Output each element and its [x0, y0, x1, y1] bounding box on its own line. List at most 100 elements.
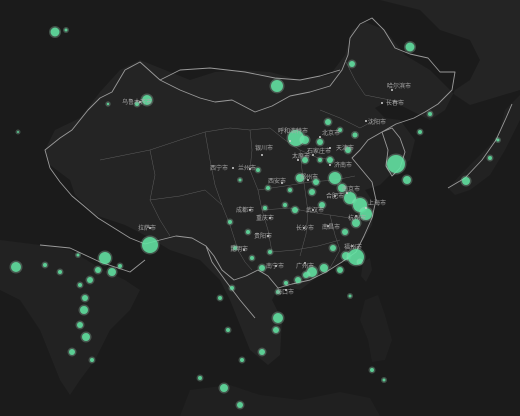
city-bubble[interactable]	[263, 206, 267, 210]
city-bubble[interactable]	[256, 168, 260, 172]
city-marker-hefei[interactable]: 合肥市	[326, 192, 344, 200]
city-marker-guangzhou[interactable]: 广州市	[296, 262, 314, 270]
city-bubble[interactable]	[292, 207, 298, 213]
city-bubble[interactable]	[259, 265, 265, 271]
city-bubble[interactable]	[230, 286, 234, 290]
city-bubble[interactable]	[325, 119, 331, 125]
city-marker-beijing[interactable]: 北京市	[319, 129, 340, 138]
city-bubble[interactable]	[273, 313, 283, 323]
city-bubble[interactable]	[496, 138, 500, 142]
city-bubble[interactable]	[108, 268, 116, 276]
city-bubble[interactable]	[288, 130, 304, 146]
city-bubble[interactable]	[309, 189, 315, 195]
city-bubble[interactable]	[337, 267, 343, 273]
city-marker-lanzhou[interactable]: 兰州市	[238, 164, 256, 172]
city-bubble[interactable]	[348, 294, 352, 298]
city-bubble[interactable]	[17, 131, 19, 133]
city-bubble[interactable]	[43, 263, 47, 267]
city-bubble[interactable]	[246, 230, 250, 234]
city-bubble[interactable]	[338, 184, 346, 192]
city-bubble[interactable]	[250, 256, 254, 260]
city-marker-yinchuan[interactable]: 银川市	[255, 144, 273, 156]
city-bubble[interactable]	[345, 147, 351, 153]
city-bubble[interactable]	[118, 264, 122, 268]
city-marker-hohhot[interactable]: 呼和浩特市	[278, 127, 308, 142]
city-bubble[interactable]	[403, 176, 411, 184]
city-marker-tianjin[interactable]: 天津市	[329, 144, 354, 152]
city-bubble[interactable]	[273, 327, 279, 333]
city-bubble[interactable]	[142, 95, 152, 105]
city-bubble[interactable]	[238, 178, 242, 182]
city-bubble[interactable]	[295, 277, 301, 283]
city-bubble[interactable]	[318, 158, 322, 162]
city-bubble[interactable]	[99, 252, 111, 264]
city-bubble[interactable]	[198, 376, 202, 380]
city-marker-haikou[interactable]: 海口市	[276, 288, 294, 296]
city-bubble[interactable]	[142, 237, 158, 253]
city-bubble[interactable]	[106, 102, 110, 106]
city-marker-zhengzhou[interactable]: 郑州市	[300, 173, 318, 181]
city-bubble[interactable]	[284, 281, 288, 285]
city-bubble[interactable]	[80, 306, 88, 314]
city-bubble[interactable]	[77, 322, 83, 328]
city-bubble[interactable]	[382, 378, 386, 382]
city-marker-shanghai[interactable]: 上海市	[365, 199, 386, 209]
city-bubble[interactable]	[76, 253, 80, 257]
city-marker-jinan[interactable]: 济南市	[329, 161, 352, 169]
city-marker-xining[interactable]: 西宁市	[210, 164, 234, 172]
city-marker-chengdu[interactable]: 成都市	[236, 206, 254, 214]
city-marker-kunming[interactable]: 昆明市	[230, 245, 248, 253]
city-bubble[interactable]	[82, 295, 88, 301]
city-bubble[interactable]	[78, 283, 82, 287]
city-bubble[interactable]	[329, 172, 341, 184]
city-bubble[interactable]	[462, 177, 470, 185]
city-bubble[interactable]	[135, 102, 139, 106]
city-bubble[interactable]	[418, 130, 422, 134]
city-bubble[interactable]	[237, 402, 243, 408]
city-bubble[interactable]	[64, 28, 68, 32]
city-marker-changchun[interactable]: 长春市	[381, 99, 404, 107]
city-marker-nanning[interactable]: 南宁市	[266, 262, 284, 270]
city-bubble[interactable]	[259, 349, 265, 355]
city-bubble[interactable]	[268, 250, 272, 254]
city-bubble[interactable]	[353, 198, 367, 212]
city-bubble[interactable]	[283, 203, 287, 207]
city-bubble[interactable]	[266, 186, 270, 190]
city-marker-changsha[interactable]: 长沙市	[296, 224, 314, 232]
city-bubble[interactable]	[50, 27, 60, 37]
city-bubble[interactable]	[317, 139, 323, 145]
city-bubble[interactable]	[276, 290, 280, 294]
city-bubble[interactable]	[95, 267, 101, 273]
city-bubble[interactable]	[360, 208, 372, 220]
city-bubble[interactable]	[319, 202, 325, 208]
city-marker-nanjing[interactable]: 南京市	[342, 185, 360, 194]
city-bubble[interactable]	[69, 349, 75, 355]
city-bubble[interactable]	[342, 252, 350, 260]
city-bubble[interactable]	[228, 220, 232, 224]
city-bubble[interactable]	[370, 368, 374, 372]
city-bubble[interactable]	[488, 156, 492, 160]
city-bubble[interactable]	[313, 179, 319, 185]
city-bubble[interactable]	[352, 219, 360, 227]
city-marker-wuhan[interactable]: 武汉市	[306, 206, 324, 214]
city-marker-harbin[interactable]: 哈尔滨市	[387, 82, 411, 91]
city-marker-shijiazhuang[interactable]: 石家庄市	[307, 147, 331, 156]
city-bubble[interactable]	[349, 61, 355, 67]
city-bubble[interactable]	[288, 188, 292, 192]
city-bubble[interactable]	[296, 174, 304, 182]
city-bubble[interactable]	[405, 42, 415, 52]
city-marker-guiyang[interactable]: 贵阳市	[254, 232, 272, 240]
city-marker-nanchang[interactable]: 南昌市	[322, 223, 340, 231]
city-bubble[interactable]	[320, 264, 328, 272]
city-bubble[interactable]	[307, 267, 317, 277]
city-marker-shenyang[interactable]: 沈阳市	[365, 118, 386, 126]
city-bubble[interactable]	[301, 136, 309, 144]
city-bubble[interactable]	[428, 112, 432, 116]
city-bubble[interactable]	[302, 157, 308, 163]
city-bubble[interactable]	[220, 384, 228, 392]
city-bubble[interactable]	[58, 270, 62, 274]
city-bubble[interactable]	[82, 333, 90, 341]
city-bubble[interactable]	[240, 358, 244, 362]
